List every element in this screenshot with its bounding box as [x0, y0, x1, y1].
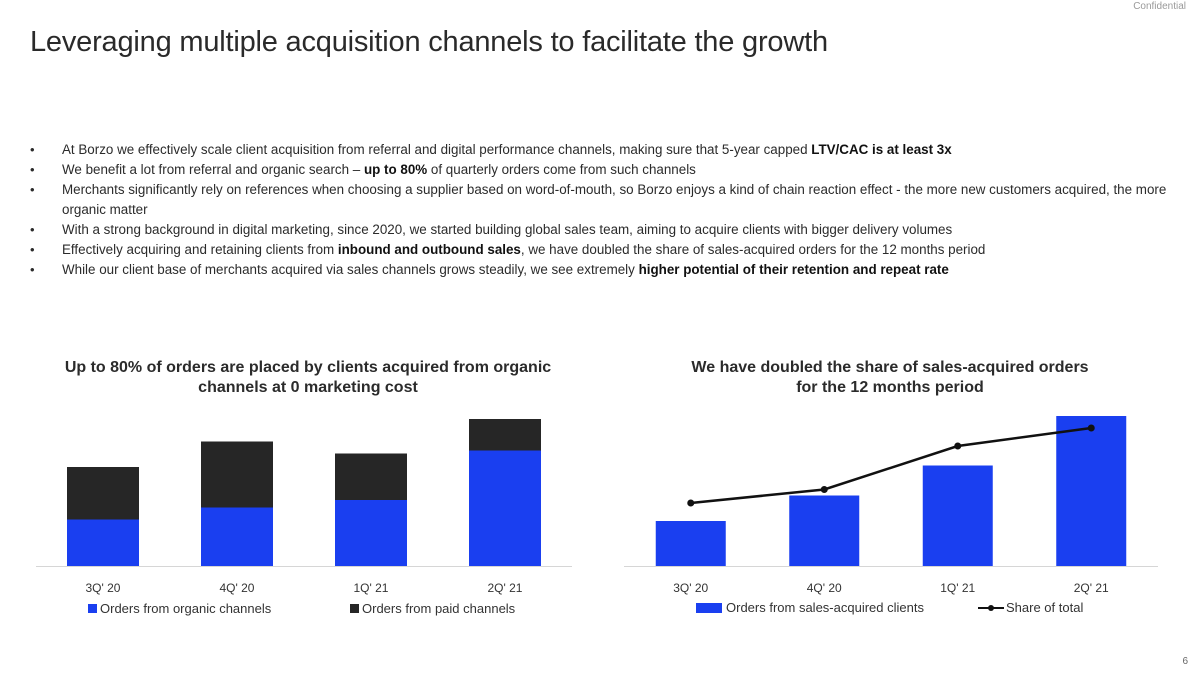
bullet-emphasis: LTV/CAC is at least 3x: [811, 142, 952, 157]
bar-paid: [469, 419, 541, 451]
chart1-legend-paid: Orders from paid channels: [350, 601, 515, 616]
bar-paid: [67, 467, 139, 520]
bar-paid: [201, 441, 273, 508]
chart2-x-tick-label: 4Q' 20: [807, 581, 842, 595]
chart2-plot: 3Q' 20 4Q' 20 1Q' 21 2Q' 21: [624, 416, 1158, 595]
bullet-text: of quarterly orders come from such chann…: [427, 162, 696, 177]
chart1-x-tick-label: 4Q' 20: [220, 581, 255, 595]
legend-label: Orders from paid channels: [362, 601, 516, 616]
organic-swatch: [88, 604, 97, 613]
bullet-emphasis: inbound and outbound sales: [337, 242, 521, 257]
chart2-x-tick-label: 3Q' 20: [673, 581, 708, 595]
chart1-x-tick-label: 2Q' 21: [488, 581, 523, 595]
bullet-text: At Borzo we effectively scale client acq…: [62, 142, 812, 157]
bullet-item: We benefit a lot from referral and organ…: [30, 160, 1175, 180]
sales-swatch: [696, 602, 722, 613]
bar-organic: [201, 507, 273, 566]
bullet-item: Effectively acquiring and retaining clie…: [30, 240, 1175, 260]
chart1-legend-organic: Orders from organic channels: [88, 601, 271, 616]
chart1-title: Up to 80% of orders are placed by client…: [28, 358, 588, 398]
chart2-legend-share: Share of total: [978, 600, 1083, 615]
chart2-title-line: We have doubled the share of sales-acqui…: [691, 359, 1089, 376]
confidential-label: Confidential: [1133, 1, 1186, 12]
bullet-text: We benefit a lot from referral and organ…: [62, 162, 364, 177]
bar-organic: [469, 450, 541, 566]
share-of-total-line: [690, 426, 1092, 505]
chart1-title-line: Up to 80% of orders are placed by client…: [64, 359, 552, 376]
bullet-emphasis: up to 80%: [363, 162, 428, 177]
chart2-x-tick-label: 1Q' 21: [940, 581, 975, 595]
bar-sales-acquired: [789, 495, 860, 566]
legend-label: Orders from sales-acquired clients: [726, 600, 924, 615]
chart1-title-line: channels at 0 marketing cost: [198, 379, 418, 396]
bar-sales-acquired: [1056, 416, 1127, 566]
bullet-item: Merchants significantly rely on referenc…: [30, 180, 1175, 220]
bar-sales-acquired: [655, 521, 726, 566]
share-line-swatch: [978, 603, 1004, 613]
share-of-total-point: [954, 442, 962, 450]
page-title: Leveraging multiple acquisition channels…: [30, 26, 828, 58]
bullet-text: With a strong background in digital mark…: [62, 222, 953, 237]
chart2-title-line: for the 12 months period: [796, 379, 984, 396]
bullet-item: At Borzo we effectively scale client acq…: [30, 140, 1175, 160]
bullet-item: With a strong background in digital mark…: [30, 220, 1175, 240]
bar-paid: [335, 453, 407, 500]
chart1-x-tick-label: 3Q' 20: [86, 581, 121, 595]
share-of-total-point: [820, 486, 828, 493]
bullet-text: Effectively acquiring and retaining clie…: [62, 242, 338, 257]
chart1-plot: 3Q' 20 4Q' 20 1Q' 21 2Q' 21: [36, 419, 572, 595]
bullet-text: , we have doubled the share of sales-acq…: [520, 242, 986, 257]
legend-label: Orders from organic channels: [100, 601, 272, 616]
bar-organic: [335, 500, 407, 566]
chart2-legend-sales: Orders from sales-acquired clients: [696, 600, 924, 615]
bullet-text: While our client base of merchants acqui…: [62, 262, 639, 277]
share-of-total-point: [687, 499, 695, 507]
bullet-item: While our client base of merchants acqui…: [30, 260, 1175, 280]
chart2-x-tick-label: 2Q' 21: [1074, 581, 1109, 595]
chart2-title: We have doubled the share of sales-acqui…: [630, 358, 1150, 398]
bullet-emphasis: higher potential of their retention and …: [638, 262, 949, 277]
bar-organic: [67, 519, 139, 566]
share-of-total-point: [1087, 424, 1095, 432]
bullet-list: At Borzo we effectively scale client acq…: [30, 140, 1175, 280]
paid-swatch: [350, 604, 359, 613]
chart1-x-tick-label: 1Q' 21: [354, 581, 389, 595]
bar-sales-acquired: [922, 465, 993, 566]
bullet-text: Merchants significantly rely on referenc…: [62, 182, 1167, 217]
page-number: 6: [1182, 656, 1188, 667]
legend-label: Share of total: [1006, 600, 1084, 615]
